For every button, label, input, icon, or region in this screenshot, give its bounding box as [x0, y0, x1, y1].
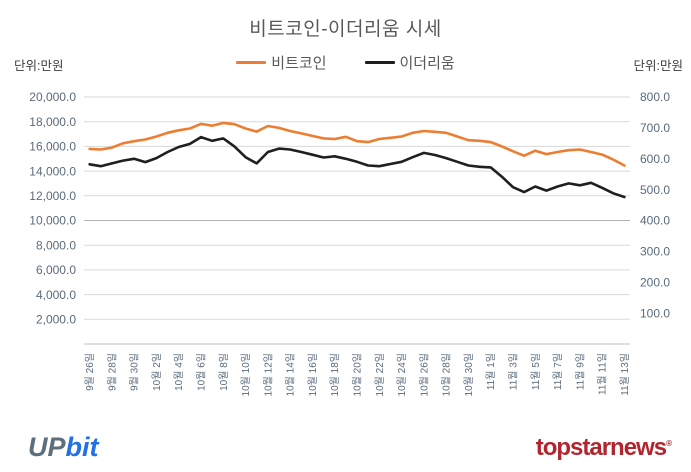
x-axis-tick-label: 10월 14일 — [285, 353, 297, 396]
x-axis-tick-label: 10월 6일 — [196, 353, 208, 391]
x-axis-tick-label: 10월 2일 — [151, 353, 163, 391]
legend-item-bitcoin: 비트코인 — [236, 52, 327, 73]
x-axis-tick-label: 11월 13일 — [619, 353, 631, 396]
x-axis-tick-label: 10월 4일 — [173, 353, 185, 391]
upbit-logo-text-up: UP — [28, 432, 66, 462]
x-axis-tick-label: 10월 8일 — [218, 353, 230, 391]
right-axis-tick-label: 500.0 — [640, 183, 670, 197]
upbit-logo-text-bit: bit — [65, 432, 99, 462]
x-axis-tick-label: 10월 18일 — [329, 353, 341, 396]
x-axis-tick-label: 11월 7일 — [552, 353, 564, 390]
right-axis-tick-label: 600.0 — [640, 152, 670, 166]
x-axis-tick-label: 10월 12일 — [262, 353, 274, 396]
upbit-logo: UPbit — [28, 432, 99, 463]
x-axis-tick-label: 11월 1일 — [485, 353, 497, 390]
legend-label-ethereum: 이더리움 — [399, 55, 455, 72]
left-axis-tick-label: 8,000.0 — [36, 238, 76, 252]
x-axis-tick-label: 11월 5일 — [530, 353, 542, 390]
right-axis-tick-label: 100.0 — [640, 306, 670, 320]
legend: 비트코인 이더리움 — [0, 52, 691, 73]
left-axis-tick-label: 20,000.0 — [29, 90, 76, 104]
ethereum-line-swatch — [364, 60, 395, 65]
x-axis-tick-label: 11월 9일 — [574, 353, 586, 390]
x-axis-tick-label: 9월 28일 — [106, 353, 118, 391]
x-axis-tick-label: 10월 30일 — [463, 353, 475, 396]
right-axis-tick-label: 200.0 — [640, 275, 670, 289]
left-axis-tick-label: 2,000.0 — [36, 313, 76, 327]
left-axis-tick-label: 14,000.0 — [29, 164, 76, 178]
x-axis-tick-label: 10월 20일 — [352, 353, 364, 396]
x-axis-tick-label: 10월 10일 — [240, 353, 252, 396]
right-axis-tick-label: 300.0 — [640, 245, 670, 259]
x-axis-tick-label: 9월 30일 — [129, 353, 141, 391]
x-axis-tick-label: 9월 26일 — [84, 353, 96, 391]
registered-mark: ® — [666, 439, 672, 448]
left-axis-unit-label: 단위:만원 — [14, 59, 64, 73]
series-line-ethereum — [88, 135, 626, 199]
series-line-bitcoin — [88, 121, 626, 167]
x-axis-tick-label: 10월 22일 — [374, 353, 386, 396]
right-axis-tick-label: 800.0 — [640, 90, 670, 104]
topstarnews-logo-text: topstarnews — [535, 434, 667, 461]
x-axis-tick-label: 10월 24일 — [396, 353, 408, 396]
right-axis-tick-label: 400.0 — [640, 214, 670, 228]
x-axis-tick-label: 10월 26일 — [418, 353, 430, 396]
right-axis-tick-label: 700.0 — [640, 121, 670, 135]
right-axis-unit-label: 단위:만원 — [633, 59, 683, 73]
topstarnews-logo: topstarnews® — [536, 434, 672, 462]
left-axis-tick-label: 16,000.0 — [29, 140, 76, 154]
x-axis-tick-label: 10월 28일 — [441, 353, 453, 396]
x-axis-tick-label: 11월 11일 — [597, 353, 609, 395]
chart-title: 비트코인-이더리움 시세 — [249, 19, 442, 40]
left-axis-tick-label: 10,000.0 — [29, 214, 76, 228]
left-axis-tick-label: 12,000.0 — [29, 189, 76, 203]
x-axis-tick-label: 11월 3일 — [508, 353, 520, 390]
left-axis-tick-label: 4,000.0 — [36, 288, 76, 302]
left-axis-tick-label: 18,000.0 — [29, 115, 76, 129]
legend-label-bitcoin: 비트코인 — [271, 55, 327, 72]
x-axis-tick-label: 10월 16일 — [307, 353, 319, 396]
legend-item-ethereum: 이더리움 — [364, 52, 455, 73]
left-axis-tick-label: 6,000.0 — [36, 263, 76, 277]
bitcoin-line-swatch — [236, 60, 267, 65]
